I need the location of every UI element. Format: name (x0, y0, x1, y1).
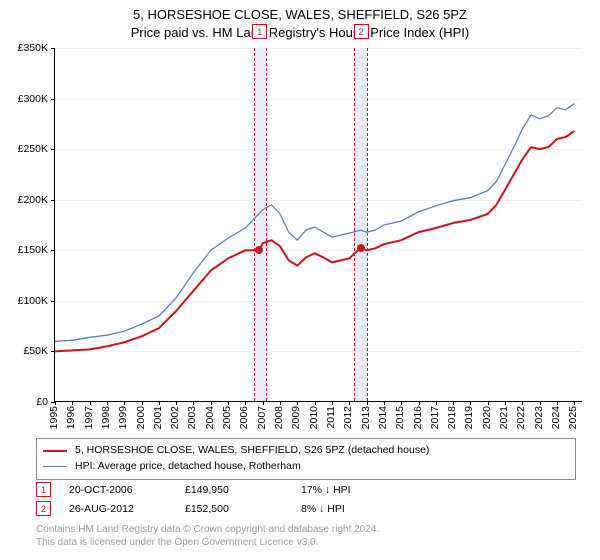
x-tick-label: 2004 (204, 406, 216, 429)
legend-box: 5, HORSESHOE CLOSE, WALES, SHEFFIELD, S2… (36, 438, 576, 480)
y-tick-label: £0 (36, 396, 48, 408)
x-tick-label: 2015 (394, 406, 406, 429)
y-tick-label: £250K (18, 143, 48, 155)
event-index-box: 2 (36, 501, 51, 516)
copyright-line-1: Contains HM Land Registry data © Crown c… (36, 524, 379, 537)
legend-label: 5, HORSESHOE CLOSE, WALES, SHEFFIELD, S2… (75, 443, 429, 459)
x-tick-label: 1996 (65, 406, 77, 429)
y-tick-label: £350K (18, 42, 48, 54)
x-tick-label: 2022 (515, 406, 527, 429)
x-tick-label: 2011 (325, 406, 337, 429)
x-tick-label: 2017 (429, 406, 441, 429)
x-tick-label: 2008 (273, 406, 285, 429)
x-tick-label: 1995 (48, 406, 60, 429)
title-block: 5, HORSESHOE CLOSE, WALES, SHEFFIELD, S2… (0, 0, 600, 41)
copyright-line-2: This data is licensed under the Open Gov… (36, 537, 379, 550)
series-hpi (55, 104, 574, 342)
copyright-text: Contains HM Land Registry data © Crown c… (36, 524, 379, 549)
marker-label-box: 1 (252, 24, 267, 39)
event-delta: 8% ↓ HPI (301, 503, 399, 515)
y-tick-label: £100K (18, 295, 48, 307)
plot-region: 12 (54, 48, 582, 402)
event-price: £152,500 (185, 503, 283, 515)
x-tick-label: 2025 (567, 406, 579, 429)
x-tick-label: 2002 (169, 406, 181, 429)
x-tick-label: 2021 (498, 406, 510, 429)
series-price_paid (55, 131, 574, 352)
x-tick-label: 2010 (308, 406, 320, 429)
x-tick-label: 2020 (481, 406, 493, 429)
x-tick-label: 2009 (290, 406, 302, 429)
x-tick-label: 1999 (117, 406, 129, 429)
event-date: 26-AUG-2012 (69, 503, 167, 515)
title-line-2: Price paid vs. HM Land Registry's House … (0, 24, 600, 42)
x-tick-label: 2005 (221, 406, 233, 429)
x-tick-label: 2013 (360, 406, 372, 429)
x-tick-label: 2001 (152, 406, 164, 429)
legend-label: HPI: Average price, detached house, Roth… (75, 459, 301, 475)
x-tick-label: 2024 (550, 406, 562, 429)
y-tick-label: £50K (23, 345, 48, 357)
x-tick-label: 2019 (463, 406, 475, 429)
legend-row: 5, HORSESHOE CLOSE, WALES, SHEFFIELD, S2… (43, 443, 569, 459)
lines-svg (55, 48, 583, 402)
marker-label-box: 2 (354, 24, 369, 39)
x-tick-label: 1997 (83, 406, 95, 429)
x-tick-label: 2023 (533, 406, 545, 429)
x-tick-label: 2003 (186, 406, 198, 429)
x-tick-label: 2007 (256, 406, 268, 429)
event-index-box: 1 (36, 482, 51, 497)
x-tick-label: 2014 (377, 406, 389, 429)
x-tick-label: 2012 (342, 406, 354, 429)
title-line-1: 5, HORSESHOE CLOSE, WALES, SHEFFIELD, S2… (0, 6, 600, 24)
chart-container: 5, HORSESHOE CLOSE, WALES, SHEFFIELD, S2… (0, 0, 600, 560)
event-date: 20-OCT-2006 (69, 484, 167, 496)
x-tick-label: 2018 (446, 406, 458, 429)
y-tick-label: £300K (18, 93, 48, 105)
x-tick-label: 2006 (238, 406, 250, 429)
legend-swatch (43, 450, 67, 452)
legend-row: HPI: Average price, detached house, Roth… (43, 459, 569, 475)
event-delta: 17% ↓ HPI (301, 484, 399, 496)
x-tick-label: 1998 (100, 406, 112, 429)
y-tick-label: £200K (18, 194, 48, 206)
event-row: 2 26-AUG-2012 £152,500 8% ↓ HPI (36, 501, 399, 516)
x-tick-label: 2000 (135, 406, 147, 429)
event-row: 1 20-OCT-2006 £149,950 17% ↓ HPI (36, 482, 399, 497)
sale-marker-dot (357, 244, 365, 252)
events-table: 1 20-OCT-2006 £149,950 17% ↓ HPI 2 26-AUG-201… (36, 478, 399, 516)
x-tick-label: 2016 (412, 406, 424, 429)
event-price: £149,950 (185, 484, 283, 496)
sale-marker-dot (255, 246, 263, 254)
y-tick-label: £150K (18, 244, 48, 256)
chart-area: 12 £0£50K£100K£150K£200K£250K£300K£350K1… (54, 48, 582, 402)
legend-swatch (43, 466, 67, 467)
